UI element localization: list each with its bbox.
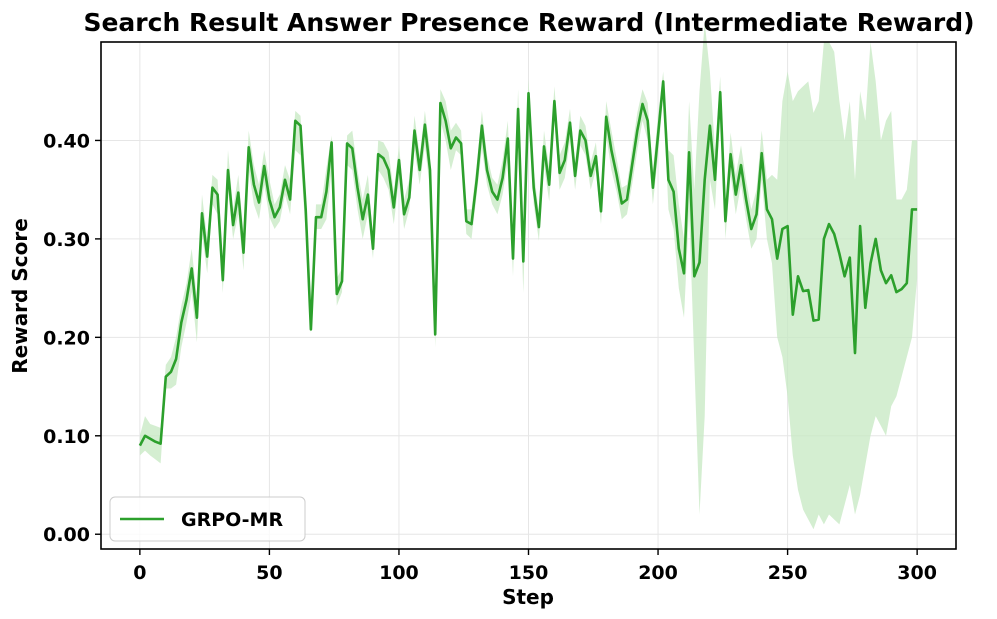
x-axis-label: Step (502, 585, 554, 609)
x-tick-label: 250 (768, 562, 808, 584)
series-line (138, 80, 918, 447)
x-tick-label: 150 (509, 562, 549, 584)
y-tick-label: 0.20 (43, 327, 90, 349)
y-tick-label: 0.30 (43, 229, 90, 251)
y-tick-label: 0.40 (43, 130, 90, 152)
x-tick-label: 300 (897, 562, 937, 584)
y-tick-label: 0.10 (43, 426, 90, 448)
series-line-layer (138, 80, 918, 447)
x-tick-label: 200 (638, 562, 678, 584)
x-tick-label: 100 (379, 562, 419, 584)
x-tick-label: 0 (133, 562, 146, 584)
legend: GRPO-MR (109, 496, 306, 542)
y-axis-label: Reward Score (8, 218, 32, 374)
y-axis-ticks: 0.00 0.10 0.20 0.30 0.40 (43, 130, 101, 546)
y-tick-label: 0.00 (43, 524, 90, 546)
x-axis-ticks: 0 50 100 150 200 250 300 (133, 549, 937, 584)
legend-label: GRPO-MR (181, 509, 283, 531)
x-tick-label: 50 (256, 562, 282, 584)
legend-box (109, 496, 306, 542)
chart-title: Search Result Answer Presence Reward (In… (83, 8, 974, 37)
